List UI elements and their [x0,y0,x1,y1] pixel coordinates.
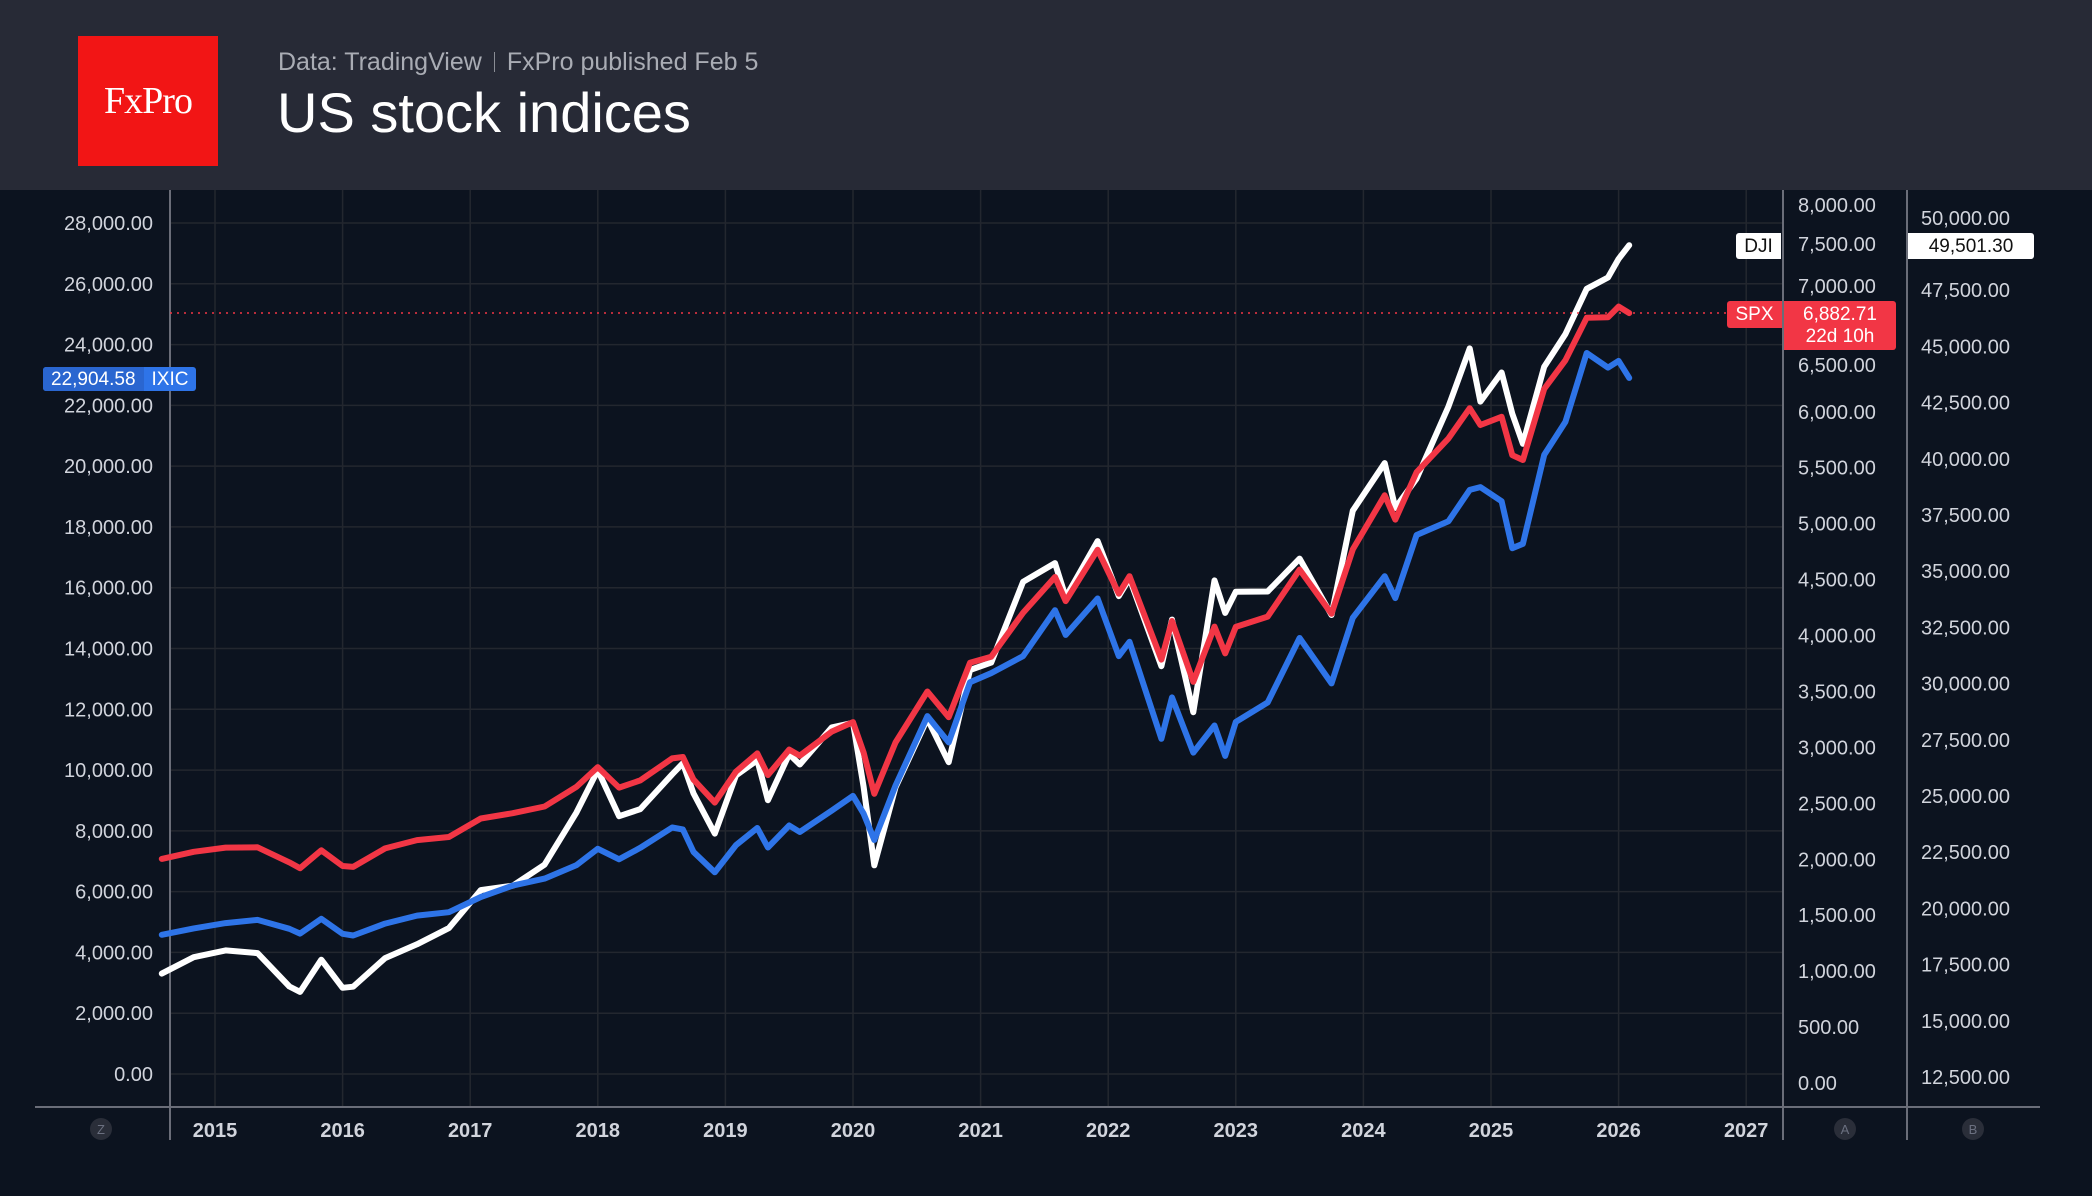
x-tick-label: 2016 [320,1120,365,1142]
right-axis-a-tick-label: 4,500.00 [1798,570,1876,592]
left-axis-tick-label: 10,000.00 [64,760,153,782]
right-axis-a-tick-label: 4,000.00 [1798,626,1876,648]
right-axis-a-tick-label: 6,500.00 [1798,355,1876,377]
x-tick-label: 2021 [958,1120,1003,1142]
right-axis-b-tick-label: 27,500.00 [1921,730,2010,752]
series-line-dji [158,242,1633,995]
left-axis-tick-label: 8,000.00 [75,821,153,843]
right-axis-a-tick-label: 7,000.00 [1798,276,1876,298]
right-axis-b-tick-label: 22,500.00 [1921,842,2010,864]
right-axis-a-tick-label: 7,500.00 [1798,234,1876,256]
x-tick-label: 2025 [1469,1120,1514,1142]
left-axis-tick-label: 2,000.00 [75,1003,153,1025]
right-axis-a-tick-label: 500.00 [1798,1017,1859,1039]
chart-title: US stock indices [277,81,691,144]
spx-bar-countdown: 22d 10h [1805,325,1875,347]
header: FxPro Data: TradingView FxPro published F… [0,0,2092,190]
x-tick-label: 2022 [1086,1120,1131,1142]
ixic-last-value: 22,904.58 [43,367,144,391]
x-tick-label: 2026 [1596,1120,1641,1142]
right-axis-a-tick-label: 5,000.00 [1798,514,1876,536]
spx-price-tag: 6,882.71 22d 10h [1784,301,1896,350]
right-axis-b-tick-label: 45,000.00 [1921,336,2010,358]
left-axis-tick-label: 20,000.00 [64,456,153,478]
left-axis-tick-label: 12,000.00 [64,699,153,721]
published-note: FxPro published Feb 5 [506,48,759,76]
left-axis-tick-label: 26,000.00 [64,274,153,296]
right-axis-b-tick-label: 17,500.00 [1921,955,2010,977]
right-axis-a-tick-label: 2,500.00 [1798,793,1876,815]
data-source: Data: TradingView [278,48,482,76]
right-axis-a-tick-label: 0.00 [1798,1073,1837,1095]
series-lines [158,242,1727,995]
left-axis-tick-label: 28,000.00 [64,213,153,235]
separator [493,52,495,72]
right-axis-b-badge[interactable]: B [1962,1118,1984,1140]
right-axis-a-tick-label: 2,000.00 [1798,849,1876,871]
left-axis-tick-label: 18,000.00 [64,517,153,539]
tick-labels: 2015 2016 2017 2018 2019 2020 2021 2022 2023 2024… [64,195,2010,1142]
right-axis-a-tick-label: 1,500.00 [1798,905,1876,927]
right-axis-b-tick-label: 50,000.00 [1921,208,2010,230]
right-axis-b-tick-label: 35,000.00 [1921,561,2010,583]
left-axis-tick-label: 14,000.00 [64,639,153,661]
right-axis-a-tick-label: 3,000.00 [1798,737,1876,759]
ixic-price-tag: 22,904.58 IXIC [43,367,197,391]
x-tick-label: 2023 [1214,1120,1259,1142]
subtitle: Data: TradingView FxPro published Feb 5 [278,48,758,77]
x-tick-label: 2020 [831,1120,876,1142]
axes [35,190,2040,1140]
x-tick-label: 2015 [193,1120,238,1142]
fxpro-logo: FxPro [78,36,218,166]
right-axis-a-tick-label: 5,500.00 [1798,458,1876,480]
right-axis-b-tick-label: 25,000.00 [1921,786,2010,808]
right-axis-a-tick-label: 3,500.00 [1798,681,1876,703]
logo-text: FxPro [104,80,193,122]
right-axis-b-tick-label: 30,000.00 [1921,674,2010,696]
right-axis-a-tick-label: 1,000.00 [1798,961,1876,983]
left-axis-tick-label: 24,000.00 [64,335,153,357]
dji-symbol: DJI [1736,233,1781,259]
right-axis-b-tick-label: 37,500.00 [1921,505,2010,527]
right-axis-b-tick-label: 47,500.00 [1921,280,2010,302]
right-axis-b-tick-label: 40,000.00 [1921,449,2010,471]
series-line-spx [158,303,1633,872]
x-tick-label: 2017 [448,1120,493,1142]
right-axis-a-tick-label: 6,000.00 [1798,402,1876,424]
left-axis-tick-label: 22,000.00 [64,395,153,417]
x-tick-label: 2027 [1724,1120,1769,1142]
spx-symbol: SPX [1727,301,1782,328]
right-axis-b-tick-label: 12,500.00 [1921,1067,2010,1089]
dji-last-value: 49,501.30 [1908,233,2034,259]
left-axis-badge[interactable]: Z [90,1118,112,1140]
left-axis-tick-label: 0.00 [114,1064,153,1086]
spx-last-value: 6,882.71 [1803,303,1877,325]
right-axis-a-badge[interactable]: A [1834,1118,1856,1140]
series-line-ixic [158,350,1633,939]
right-axis-b-tick-label: 32,500.00 [1921,617,2010,639]
x-tick-label: 2018 [576,1120,621,1142]
grid [170,190,1783,1107]
left-axis-tick-label: 4,000.00 [75,942,153,964]
left-axis-tick-label: 6,000.00 [75,882,153,904]
x-tick-label: 2019 [703,1120,748,1142]
right-axis-b-tick-label: 15,000.00 [1921,1011,2010,1033]
left-axis-tick-label: 16,000.00 [64,578,153,600]
x-tick-label: 2024 [1341,1120,1386,1142]
ixic-symbol: IXIC [151,368,189,390]
right-axis-b-tick-label: 20,000.00 [1921,898,2010,920]
right-axis-b-tick-label: 42,500.00 [1921,393,2010,415]
right-axis-a-tick-label: 8,000.00 [1798,195,1876,217]
